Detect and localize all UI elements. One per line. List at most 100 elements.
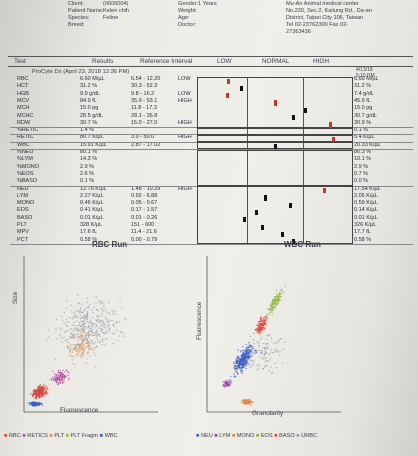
rbc-scatter-dot [61,382,63,384]
wbc-scatter-dot [253,332,255,334]
wbc-scatter-dot [236,373,239,375]
rbc-scatter-dot [82,343,84,345]
wbc-scatter-dot [236,358,238,360]
rbc-scatter-dot [83,322,85,325]
rbc-scatter-dot [98,300,100,302]
breed-label: Breed: [68,22,85,28]
rbc-scatter-dot [76,325,78,327]
rbc-scatter-dot [76,310,78,312]
range-marker [242,217,246,223]
wbc-scatter-dot [252,401,254,403]
table-row: LYM 2.27 K/µL 0.92 - 6.88 2.05 K/µL [0,193,418,200]
rbc-scatter-dot [54,358,57,360]
wbc-scatter-dot [245,347,247,349]
rbc-scatter-dot [41,394,43,397]
rbc-scatter-dot [89,339,92,341]
wbc-scatter-dot [276,294,278,296]
rbc-scatter-dot [83,314,86,316]
previous-value: 31.2 % [354,83,372,90]
rbc-scatter-dot [92,331,94,333]
rbc-scatter-dot [99,335,101,337]
wbc-scatter-dot [222,383,225,386]
wbc-scatter-dot [263,328,265,331]
wbc-scatter-dot [233,376,235,378]
wbc-scatter-dot [252,347,255,349]
range-divider [247,187,249,244]
rbc-scatter-dot [96,309,98,312]
wbc-scatter-dot [269,312,271,314]
wbc-run-title: WBC Run [284,240,321,249]
rbc-scatter-dot [71,311,73,313]
previous-value: 7.4 g/dL [354,90,374,97]
wbc-scatter-dot [274,296,277,298]
rbc-scatter-dot [40,403,42,405]
wbc-scatter-dot [257,368,259,370]
patient-name-value: Kelen chih [103,8,130,14]
rbc-scatter-dot [91,331,93,333]
rbc-scatter-dot [45,339,48,342]
rbc-scatter-dot [61,373,63,375]
rbc-scatter-dot [86,319,88,321]
rbc-scatter-dot [89,320,92,322]
rbc-scatter-dot [65,321,67,323]
wbc-scatter-dot [274,307,276,309]
rbc-scatter-dot [61,319,64,321]
rbc-scatter-dot [81,336,83,338]
rbc-scatter-dot [99,341,101,344]
test-name: RETIC [17,134,34,141]
rbc-scatter-dot [86,313,89,315]
rbc-scatter-dot [100,330,102,332]
rbc-scatter-dot [52,376,54,378]
rbc-scatter-dot [93,306,95,308]
patient-values: (0606004) Kelen chih Feline [103,1,129,22]
rbc-scatter-dot [82,354,84,356]
rbc-scatter-dot [38,385,41,387]
rbc-scatter-dot [45,385,47,388]
rbc-scatter-dot [78,351,80,353]
rbc-scatter-dot [112,319,114,322]
rbc-scatter-dot [38,396,40,398]
rbc-scatter-dot [81,348,83,350]
rbc-legend: ■ RBC ■ RETICS ■ PLT ■ PLT Fragm ■ WBC [4,433,118,439]
rbc-scatter-dot [104,308,107,310]
rbc-scatter-dot [79,318,82,320]
rbc-scatter-dot [69,350,71,352]
rbc-scatter-dot [35,395,37,397]
range-marker [273,144,277,150]
wbc-scatter-dot [266,313,268,315]
rbc-scatter-dot [100,320,103,322]
rbc-scatter-dot [89,303,91,306]
wbc-scatter-dot [224,385,227,387]
rbc-scatter-dot [119,330,122,333]
wbc-scatter-dot [234,362,236,364]
rbc-scatter-dot [107,320,109,322]
rbc-scatter-dot [120,307,123,309]
rbc-scatter-dot [83,347,85,349]
wbc-scatter-dot [275,289,278,292]
rbc-scatter-dot [100,325,102,327]
wbc-scatter-dot [275,342,278,344]
wbc-scatter-dot [232,362,235,364]
results-column-header: Results [92,58,114,65]
rbc-scatter-dot [63,375,66,377]
wbc-scatter-dot [237,368,239,371]
wbc-scatter-dot [277,297,279,299]
range-marker [273,100,277,106]
rbc-scatter-dot [102,308,104,311]
age-label: Age: [178,15,190,21]
rbc-scatter-dot [85,346,87,348]
rbc-scatter-dot [38,390,41,392]
patient-name-label: Patient Name: [68,8,104,14]
rbc-scatter-dot [38,392,40,394]
rbc-scatter-dot [78,310,81,312]
rbc-scatter-dot [65,307,68,309]
rbc-scatter-dot [67,347,69,349]
wbc-scatter-dot [230,381,233,383]
rbc-scatter-dot [31,404,34,406]
wbc-scatter-dot [237,359,239,361]
rbc-scatter-dot [35,396,38,399]
wbc-scatter-dot [260,328,263,331]
rbc-scatter-dot [99,340,101,342]
range-marker [332,136,336,143]
